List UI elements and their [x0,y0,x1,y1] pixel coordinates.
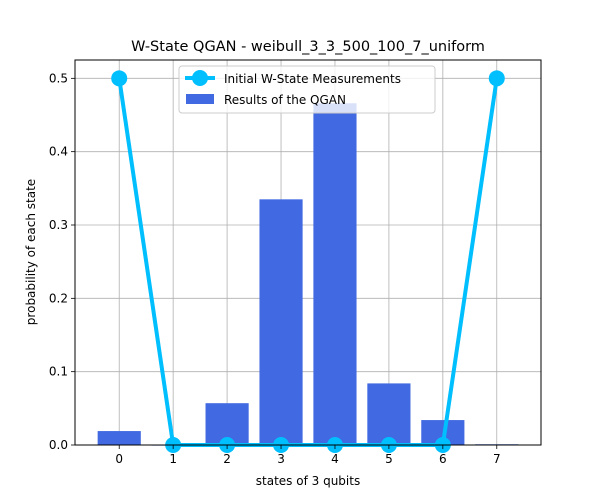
legend: Initial W-State Measurements Results of … [178,65,436,114]
x-tick-label: 7 [493,452,501,466]
y-tick-label: 0.2 [49,291,68,305]
legend-bar-swatch [186,94,214,104]
chart-title: W-State QGAN - weibull_3_3_500_100_7_uni… [131,39,485,55]
y-tick-label: 0.0 [49,438,68,452]
y-tick-label: 0.1 [49,365,68,379]
x-tick-label: 0 [115,452,123,466]
line-point [488,70,505,87]
plot-frame [74,59,542,446]
x-tick-label: 1 [169,452,177,466]
bar [313,103,357,446]
bar [367,383,411,445]
x-tick-label: 3 [277,452,285,466]
y-tick-label: 0.4 [49,145,68,159]
y-tick-label: 0.3 [49,218,68,232]
x-axis-label: states of 3 qubits [256,474,360,488]
bar [259,199,303,445]
y-axis-label: probability of each state [24,179,38,325]
legend-box [178,65,436,114]
line-point [111,70,128,87]
bar [97,431,141,445]
x-tick-label: 4 [331,452,339,466]
y-tick-label: 0.5 [49,71,68,85]
x-tick-label: 6 [439,452,447,466]
x-tick-label: 5 [385,452,393,466]
legend-label-bars: Results of the QGAN [224,93,346,107]
y-ticks: 0.0 0.1 0.2 0.3 0.4 0.5 [49,71,75,452]
x-tick-label: 2 [223,452,231,466]
legend-label-line: Initial W-State Measurements [224,72,401,86]
legend-marker-swatch [192,70,208,86]
x-ticks: 0 1 2 3 4 5 6 7 [115,445,501,466]
bar-series [97,103,519,446]
